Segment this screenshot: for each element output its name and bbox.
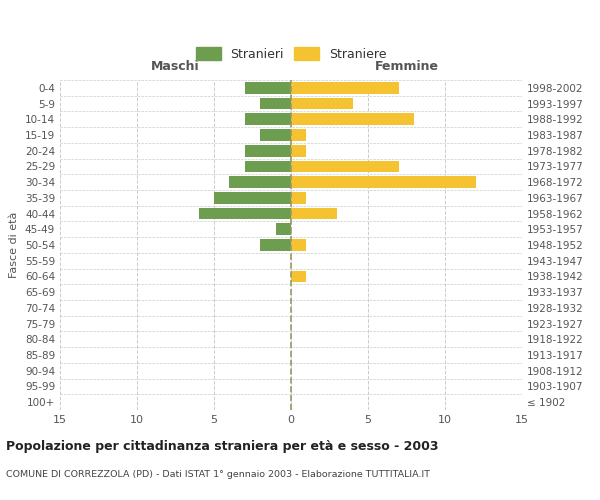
Bar [199,208,291,220]
Legend: Stranieri, Straniere: Stranieri, Straniere [192,44,390,64]
Bar [291,82,399,94]
Text: COMUNE DI CORREZZOLA (PD) - Dati ISTAT 1° gennaio 2003 - Elaborazione TUTTITALIA: COMUNE DI CORREZZOLA (PD) - Dati ISTAT 1… [6,470,430,479]
Bar [291,208,337,220]
Bar [214,192,291,204]
Bar [245,145,291,156]
Bar [229,176,291,188]
Bar [245,114,291,125]
Bar [245,82,291,94]
Bar [291,270,307,282]
Bar [260,98,291,110]
Text: Popolazione per cittadinanza straniera per età e sesso - 2003: Popolazione per cittadinanza straniera p… [6,440,439,453]
Text: Femmine: Femmine [374,60,439,74]
Text: Maschi: Maschi [151,60,200,74]
Bar [291,176,476,188]
Bar [275,224,291,235]
Bar [291,160,399,172]
Y-axis label: Fasce di età: Fasce di età [10,212,19,278]
Bar [245,160,291,172]
Bar [291,145,307,156]
Bar [260,129,291,141]
Bar [291,129,307,141]
Bar [291,98,353,110]
Bar [291,114,414,125]
Bar [291,239,307,251]
Bar [291,192,307,204]
Bar [260,239,291,251]
